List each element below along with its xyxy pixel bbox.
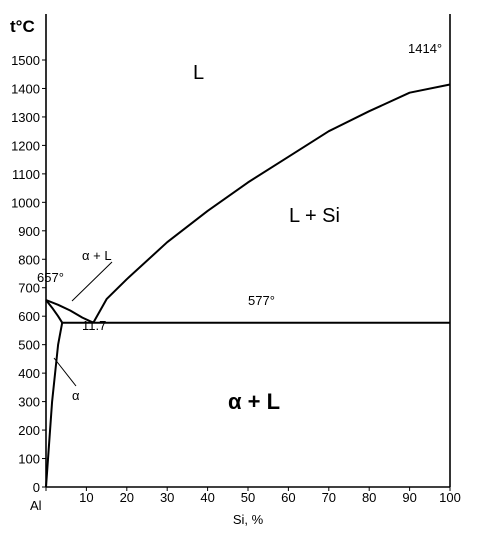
y-tick-label: 1400 xyxy=(11,81,40,96)
region-label: α + L xyxy=(228,389,280,414)
annotation-label: α xyxy=(72,388,80,403)
y-tick-label: 200 xyxy=(18,423,40,438)
y-tick-label: 800 xyxy=(18,252,40,267)
annotation-label: 11.7 xyxy=(82,318,106,333)
x-tick-label: 40 xyxy=(200,490,214,505)
alpha-l-leader-line xyxy=(71,261,113,302)
annotation-label: 577° xyxy=(248,293,275,308)
y-tick-label: 700 xyxy=(18,281,40,296)
phase-boundary-line xyxy=(45,299,94,324)
y-tick-label: 100 xyxy=(18,452,40,467)
phase-boundary-line xyxy=(45,299,64,324)
x-axis-title: Si, % xyxy=(233,512,264,527)
annotation-label: 1414° xyxy=(408,41,442,56)
y-tick-label: 400 xyxy=(18,366,40,381)
region-label: L xyxy=(193,62,204,84)
x-tick-label: 50 xyxy=(241,490,255,505)
x-tick-label: 70 xyxy=(322,490,336,505)
alpha-leader-line xyxy=(53,357,77,387)
y-axis-title: t°C xyxy=(10,17,35,36)
y-tick-label: 1200 xyxy=(11,138,40,153)
y-tick-label: 1500 xyxy=(11,53,40,68)
annotation-label: α + L xyxy=(82,248,112,263)
curves-layer xyxy=(45,83,451,488)
y-tick-label: 300 xyxy=(18,395,40,410)
x-tick-label: 90 xyxy=(402,490,416,505)
y-tick-label: 1300 xyxy=(11,110,40,125)
ticks-layer: 0 100 200 300 400 500 600 700 800 900 1000 1100 1200… xyxy=(11,53,461,513)
phase-boundary-line xyxy=(45,322,64,488)
phase-boundary-line xyxy=(92,83,451,324)
y-tick-label: 600 xyxy=(18,309,40,324)
x-tick-label: 80 xyxy=(362,490,376,505)
y-tick-label: 1100 xyxy=(12,167,40,182)
y-tick-label: 900 xyxy=(18,224,40,239)
y-tick-label: 500 xyxy=(18,338,40,353)
x-tick-label: 100 xyxy=(439,490,461,505)
annotation-label: 657° xyxy=(37,270,64,285)
x-tick-label: 10 xyxy=(79,490,93,505)
region-label: L + Si xyxy=(289,205,340,227)
x-tick-label: 30 xyxy=(160,490,174,505)
labels-layer: t°C Si, % 1414° 657° 577° 11.7 α + L α L L + Si α … xyxy=(10,17,442,527)
x-tick-label: 20 xyxy=(120,490,134,505)
y-tick-label: 0 xyxy=(33,480,40,495)
y-tick-label: 1000 xyxy=(11,195,40,210)
x-tick-label: Al xyxy=(30,498,42,513)
x-tick-label: 60 xyxy=(281,490,295,505)
